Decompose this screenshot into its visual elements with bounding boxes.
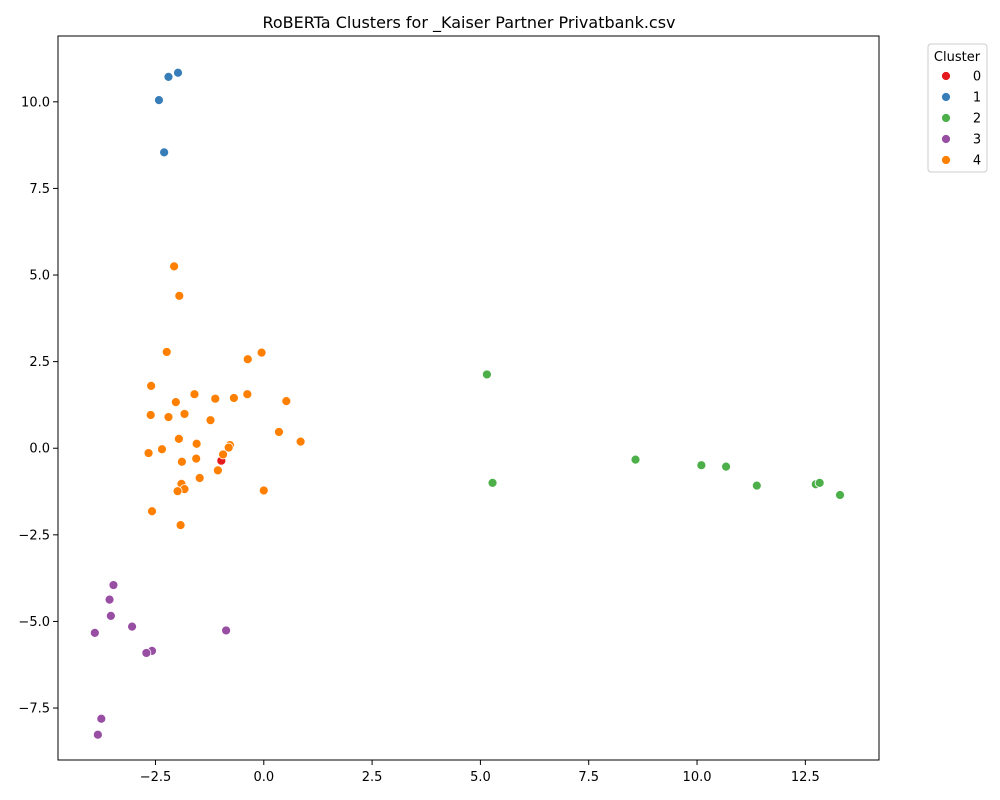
series-4 — [143, 261, 306, 531]
data-point — [223, 442, 234, 453]
x-axis: −2.5 0.0 2.5 5.0 7.5 10.0 12.5 — [140, 760, 820, 785]
legend-marker — [941, 134, 951, 144]
data-point — [482, 369, 492, 380]
data-point — [145, 410, 156, 420]
series-2 — [482, 369, 845, 500]
data-point — [218, 449, 228, 460]
legend-label: 4 — [973, 154, 981, 169]
data-point — [751, 480, 762, 491]
data-point — [147, 506, 157, 517]
data-point — [242, 354, 253, 365]
data-point — [177, 456, 187, 467]
points-layer — [89, 67, 845, 740]
data-point — [281, 396, 292, 407]
data-point — [179, 409, 190, 419]
x-tick-label: 7.5 — [578, 770, 599, 785]
data-point — [205, 415, 216, 426]
data-point — [835, 490, 845, 500]
data-point — [175, 520, 186, 531]
data-point — [242, 389, 253, 400]
data-point — [258, 485, 269, 496]
data-point — [96, 713, 107, 724]
data-point — [221, 625, 232, 636]
data-point — [256, 347, 267, 358]
y-tick-label: −2.5 — [18, 528, 50, 543]
data-point — [630, 454, 641, 465]
y-tick-label: 10.0 — [21, 95, 50, 110]
data-point — [487, 477, 498, 488]
data-point — [127, 621, 137, 632]
data-point — [212, 465, 223, 476]
x-tick-label: 0.0 — [253, 770, 274, 785]
data-point — [141, 648, 152, 658]
plot-frame — [57, 35, 880, 761]
legend-title: Cluster — [934, 50, 981, 65]
data-point — [89, 627, 100, 638]
data-point — [172, 486, 183, 497]
data-point — [159, 147, 170, 158]
data-point — [696, 460, 707, 471]
x-tick-label: 2.5 — [362, 770, 383, 785]
data-point — [108, 580, 119, 590]
y-axis: −7.5 −5.0 −2.5 0.0 2.5 5.0 7.5 10.0 — [18, 95, 58, 717]
data-point — [174, 290, 185, 301]
legend-entry: 0 — [941, 70, 981, 85]
data-point — [105, 610, 116, 621]
data-point — [189, 389, 200, 400]
data-point — [143, 448, 154, 458]
data-point — [157, 444, 167, 455]
legend-marker — [941, 92, 951, 102]
legend-entries: 0 1 2 3 4 — [941, 70, 981, 169]
legend-label: 1 — [973, 91, 981, 106]
data-point — [814, 477, 825, 488]
data-point — [170, 397, 181, 408]
data-point — [191, 453, 202, 464]
data-point — [295, 436, 306, 447]
data-point — [721, 461, 731, 472]
series-1 — [154, 67, 183, 158]
data-point — [210, 393, 221, 404]
legend-entry: 3 — [941, 133, 981, 148]
legend-entry: 2 — [941, 112, 981, 127]
data-point — [191, 438, 202, 449]
x-tick-label: −2.5 — [140, 770, 172, 785]
legend-label: 2 — [973, 112, 981, 127]
legend-marker — [941, 155, 951, 165]
data-point — [163, 412, 174, 422]
data-point — [146, 380, 157, 391]
data-point — [169, 261, 180, 272]
y-tick-label: −5.0 — [18, 615, 50, 630]
y-tick-label: 5.0 — [29, 269, 50, 284]
legend-entry: 1 — [941, 91, 981, 106]
series-3 — [89, 580, 232, 740]
data-point — [163, 71, 174, 82]
data-point — [274, 427, 284, 437]
y-tick-label: 7.5 — [29, 182, 50, 197]
data-point — [194, 473, 205, 483]
data-point — [173, 433, 184, 444]
data-point — [173, 67, 183, 78]
data-point — [161, 347, 172, 357]
x-tick-label: 12.5 — [791, 770, 820, 785]
data-point — [228, 393, 239, 403]
chart-title: RoBERTa Clusters for _Kaiser Partner Pri… — [262, 13, 675, 33]
legend-marker — [941, 71, 951, 81]
data-point — [154, 95, 164, 105]
legend: Cluster 0 1 2 3 4 — [927, 43, 988, 173]
x-tick-label: 5.0 — [470, 770, 491, 785]
legend-label: 3 — [973, 133, 981, 148]
legend-label: 0 — [973, 70, 981, 85]
y-tick-label: −7.5 — [18, 702, 50, 717]
x-tick-label: 10.0 — [683, 770, 712, 785]
y-tick-label: 0.0 — [29, 442, 50, 457]
y-tick-label: 2.5 — [29, 355, 50, 370]
data-point — [104, 594, 115, 605]
data-point — [92, 729, 103, 740]
legend-entry: 4 — [941, 154, 981, 169]
legend-marker — [941, 113, 951, 123]
